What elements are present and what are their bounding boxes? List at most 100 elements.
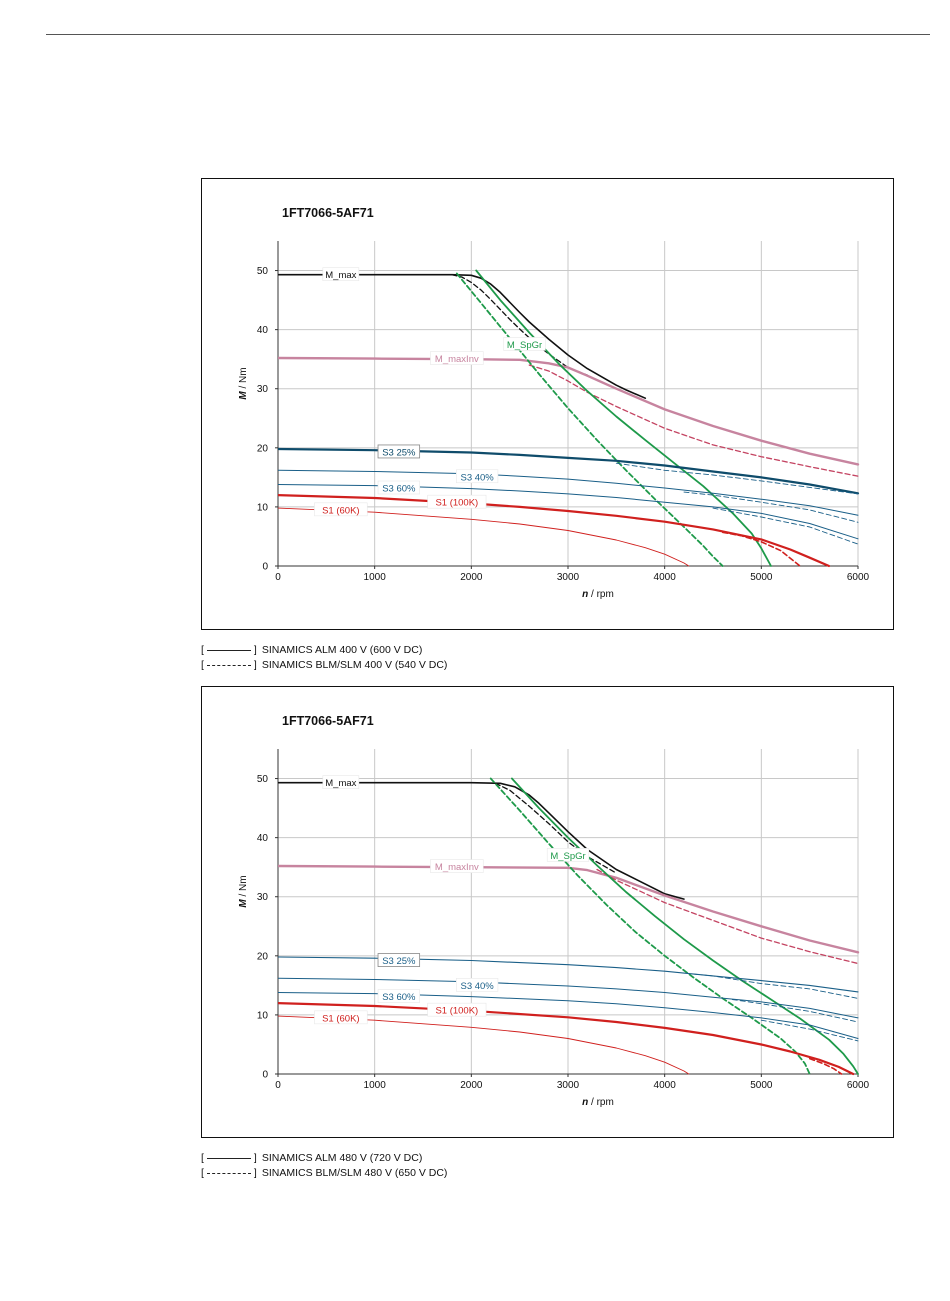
curve-label-box [456,978,499,992]
curve-label-m-maxinv: M_maxInv [435,354,479,365]
legend-label-alm: SINAMICS ALM 480 V (720 V DC) [261,1152,423,1164]
series-line-dashed-9 [731,999,859,1023]
legend-label-blm-slm: SINAMICS BLM/SLM 480 V (650 V DC) [261,1167,448,1179]
y-tick-label: 40 [257,833,269,844]
curve-label-s3-25: S3 25% [382,447,416,458]
x-tick-label: 2000 [460,1080,483,1091]
x-tick-label: 4000 [654,572,677,583]
x-tick-label: 0 [275,1080,281,1091]
series-line-dashed-5 [455,272,724,567]
y-tick-label: 40 [257,325,269,336]
gridlines [278,241,859,566]
x-tick-label: 1000 [364,572,387,583]
chart-title: 1FT7066-5AF71 [282,714,374,728]
y-axis-label: M / Nm [238,367,249,399]
series-line-s1-60k [278,507,690,567]
curve-label-box [377,480,420,495]
series-line-dashed-11 [712,507,859,545]
series-line-s3-60 [278,992,859,1039]
curve-label-s1-100k: S1 (100K) [435,1006,478,1017]
curve-label-box [430,351,484,365]
y-axis-label-unit: / Nm [238,367,249,391]
x-tick-label: 4000 [654,1080,677,1091]
x-axis-label-unit: / rpm [588,1097,614,1108]
x-axis-label-unit: / rpm [588,589,614,600]
curve-label-box [427,1002,487,1017]
solid-line-sample [206,650,251,651]
y-axis-label: M / Nm [238,875,249,907]
x-tick-label: 1000 [364,1080,387,1091]
legend-label-blm-slm: SINAMICS BLM/SLM 400 V (540 V DC) [261,659,448,671]
legend-item-alm: [ ] SINAMICS ALM 480 V (720 V DC) [201,1151,447,1166]
legend-bracket-close: ] [253,644,257,656]
x-axis-label: n / rpm [582,1097,614,1108]
curve-label-s3-40: S3 40% [460,472,494,483]
curve-label-s1-100k: S1 (100K) [435,498,478,509]
curve-label-s3-25: S3 25% [382,956,416,967]
legend-label-alm: SINAMICS ALM 400 V (600 V DC) [261,644,423,656]
series-line-dashed-7 [693,973,859,999]
series-line-dashed-9 [683,491,859,523]
x-tick-label: 3000 [557,572,580,583]
y-tick-label: 10 [257,502,269,513]
series-line-dashed-11 [760,1019,859,1042]
x-tick-label: 2000 [460,572,483,583]
series-line-m-max [278,273,647,399]
legend-bottom: [ ] SINAMICS ALM 480 V (720 V DC) [ ] SI… [201,1151,447,1181]
curve-label-box [377,444,421,459]
series-line-s3-40 [278,469,859,516]
curve-label-box [430,859,484,873]
curve-label-s3-60: S3 60% [382,992,416,1003]
y-axis-label-symbol: M [238,391,249,400]
y-tick-label: 20 [257,951,269,962]
legend-bracket-close: ] [253,1167,257,1179]
series-line-dashed-3 [596,868,859,965]
legend-item-blm-slm: [ ] SINAMICS BLM/SLM 400 V (540 V DC) [201,658,447,673]
series-line-s3-25 [278,447,860,495]
y-tick-label: 0 [262,1070,268,1081]
series-line-dashed-3 [528,364,859,477]
curve-label-box [314,502,368,517]
x-tick-label: 0 [275,572,281,583]
curve-label-s3-60: S3 60% [382,484,416,495]
series-line-dashed-13 [808,1057,843,1075]
dashed-line-sample [206,1173,251,1174]
y-tick-label: 50 [257,266,269,277]
legend-top: [ ] SINAMICS ALM 400 V (600 V DC) [ ] SI… [201,643,447,673]
x-axis-label: n / rpm [582,589,614,600]
curve-label-box [546,848,590,862]
legend-bracket-open: [ [201,644,204,656]
curve-label-m-maxinv: M_maxInv [435,862,479,873]
series-line-m-max [278,781,685,900]
curve-label-s1-60k: S1 (60K) [322,505,360,516]
y-tick-label: 20 [257,443,269,454]
y-tick-label: 30 [257,384,269,395]
x-tick-label: 5000 [750,572,773,583]
chart-panel-bottom: 1FT7066-5AF71 0 1000 2000 3000 4000 5000 6000 0 1… [201,686,894,1138]
x-axis-label-symbol: n [582,1097,588,1108]
legend-item-alm: [ ] SINAMICS ALM 400 V (600 V DC) [201,643,447,658]
curve-label-s1-60k: S1 (60K) [322,1013,360,1024]
curve-label-m-max: M_max [325,778,356,789]
curve-label-s3-40: S3 40% [460,981,494,992]
curve-label-box [427,494,487,509]
curve-label-box [503,337,546,351]
series-line-dashed-1 [451,274,588,376]
x-tick-label: 6000 [847,1080,870,1091]
x-tick-label: 6000 [847,572,870,583]
series-line-s3-40 [278,977,859,1019]
gridlines [278,749,859,1074]
page-top-rule [46,34,930,35]
series-line-dashed-7 [615,462,859,495]
y-tick-label: 50 [257,774,269,785]
x-tick-label: 5000 [750,1080,773,1091]
legend-bracket-open: [ [201,1152,204,1164]
curve-label-box [322,775,360,789]
curve-label-box [314,1010,368,1025]
x-tick-label: 3000 [557,1080,580,1091]
curve-label-m-max: M_max [325,270,356,281]
series-line-dashed-13 [721,531,801,567]
curve-label-box [377,953,421,967]
solid-line-sample [206,1158,251,1159]
legend-bracket-open: [ [201,659,204,671]
